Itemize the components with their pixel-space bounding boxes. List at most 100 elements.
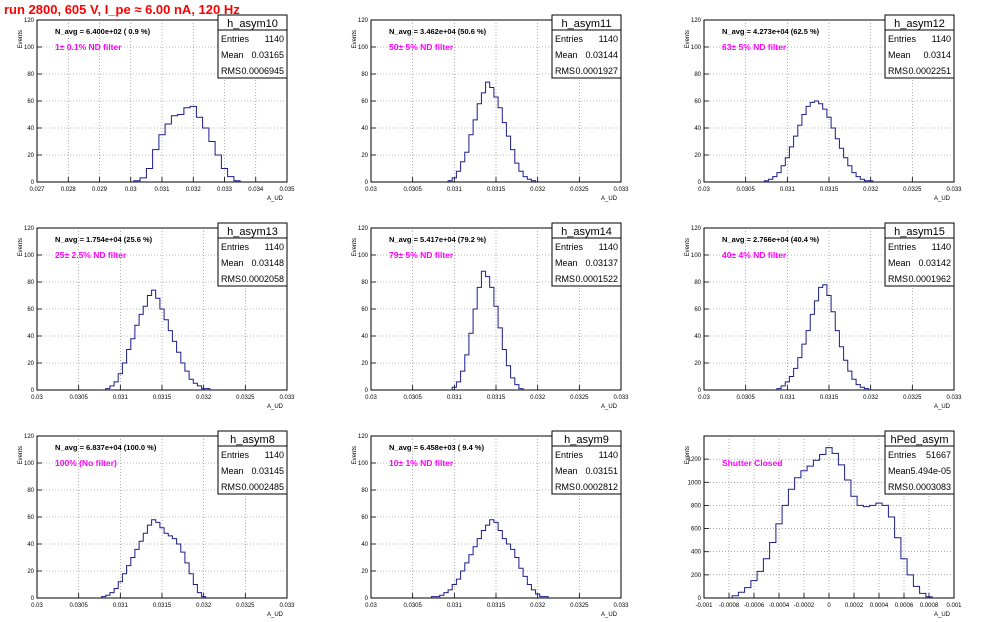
y-tick-label: 800 <box>691 503 702 509</box>
stats-label: Mean <box>888 466 911 476</box>
x-axis-label: A_UD <box>267 196 284 202</box>
y-axis-label: Events <box>352 30 358 48</box>
y-tick-label: 100 <box>24 461 35 467</box>
histogram-name: h_asym15 <box>894 226 945 238</box>
y-tick-label: 20 <box>27 153 34 159</box>
x-axis-label: A_UD <box>934 404 951 410</box>
y-tick-label: 120 <box>24 18 35 24</box>
stats-label: RMS <box>888 66 908 76</box>
filter-label: 100% (No filter) <box>55 458 117 468</box>
stats-value: 1140 <box>599 242 618 252</box>
y-axis-label: Events <box>685 30 691 48</box>
stats-value: 1140 <box>265 242 284 252</box>
page-title: run 2800, 605 V, I_pe ≈ 6.00 nA, 120 Hz <box>4 2 240 17</box>
stats-label: RMS <box>221 482 241 492</box>
y-axis-label: Events <box>352 446 358 464</box>
x-tick-label: 0.029 <box>92 187 108 193</box>
x-tick-label: 0.033 <box>279 603 295 609</box>
navg-label: N_avg = 6.458e+03 ( 9.4 %) <box>389 443 485 452</box>
x-tick-label: 0.028 <box>61 187 77 193</box>
x-tick-label: 0.032 <box>196 603 212 609</box>
x-tick-label: 0.0315 <box>820 395 839 401</box>
x-tick-label: 0.03 <box>365 603 377 609</box>
y-tick-label: 20 <box>27 569 34 575</box>
y-tick-label: 1200 <box>688 457 702 463</box>
stats-label: Mean <box>888 258 911 268</box>
y-tick-label: 20 <box>361 569 368 575</box>
y-tick-label: 120 <box>358 226 369 232</box>
filter-label: 10± 1% ND filter <box>389 458 454 468</box>
stats-value: 0.0006945 <box>241 66 284 76</box>
y-tick-label: 100 <box>691 45 702 51</box>
stats-label: Mean <box>221 258 244 268</box>
histogram-panel: 0.03 0.0305 0.031 0.0315 0.032 0.0325 0.033 0 20… <box>352 430 629 618</box>
y-tick-label: 80 <box>694 280 701 286</box>
x-tick-label: 0.0325 <box>570 603 589 609</box>
x-tick-label: 0.032 <box>186 187 202 193</box>
y-tick-label: 40 <box>27 126 34 132</box>
histogram-panel: 0.03 0.0305 0.031 0.0315 0.032 0.0325 0.033 0 20… <box>352 14 629 202</box>
x-tick-label: 0.0325 <box>236 395 255 401</box>
x-tick-label: 0.03 <box>31 603 43 609</box>
histogram-name: h_asym11 <box>562 18 612 30</box>
histogram-panel: 0.03 0.0305 0.031 0.0315 0.032 0.0325 0.033 0 20… <box>18 222 295 410</box>
stats-label: RMS <box>555 66 575 76</box>
x-tick-label: 0.03 <box>125 187 137 193</box>
stats-value: 1140 <box>599 34 618 44</box>
stats-label: RMS <box>555 274 575 284</box>
navg-label: N_avg = 6.400e+02 ( 0.9 %) <box>55 27 151 36</box>
navg-label: N_avg = 3.462e+04 (50.6 %) <box>389 27 487 36</box>
y-tick-label: 40 <box>361 126 368 132</box>
stats-value: 5.494e-05 <box>910 466 951 476</box>
stats-value: 0.03148 <box>251 258 284 268</box>
stats-value: 0.03145 <box>251 466 284 476</box>
y-axis-label: Events <box>352 238 358 256</box>
x-tick-label: 0.0305 <box>736 187 755 193</box>
stats-label: Entries <box>555 242 584 252</box>
histogram-panel: 0.03 0.0305 0.031 0.0315 0.032 0.0325 0.033 0 20… <box>685 222 962 410</box>
x-tick-label: 0.0006 <box>895 603 914 609</box>
x-axis-label: A_UD <box>601 404 618 410</box>
histogram-series <box>447 81 537 182</box>
stats-label: RMS <box>888 274 908 284</box>
x-tick-label: 0.032 <box>863 395 879 401</box>
x-tick-label: 0.0004 <box>870 603 889 609</box>
y-tick-label: 120 <box>691 18 702 24</box>
x-tick-label: 0.0315 <box>820 187 839 193</box>
stats-label: Entries <box>555 450 584 460</box>
histogram-name: h_asym14 <box>561 226 612 238</box>
stats-label: Mean <box>555 466 578 476</box>
x-tick-label: 0.031 <box>447 187 463 193</box>
stats-value: 0.0002812 <box>575 482 618 492</box>
y-tick-label: 40 <box>361 334 368 340</box>
stats-value: 1140 <box>932 34 951 44</box>
y-axis-label: Events <box>685 446 691 464</box>
y-tick-label: 20 <box>694 361 701 367</box>
y-tick-label: 80 <box>27 488 34 494</box>
y-tick-label: 100 <box>358 461 369 467</box>
stats-box <box>551 29 622 79</box>
stats-value: 1140 <box>599 450 618 460</box>
stats-value: 0.0001522 <box>575 274 618 284</box>
x-tick-label: 0.031 <box>113 603 129 609</box>
x-tick-label: 0.035 <box>279 187 295 193</box>
y-tick-label: 100 <box>24 45 35 51</box>
histogram-panel: -0.001 -0.0008 -0.0006 -0.0004 -0.0002 0 0.000… <box>685 430 962 618</box>
x-tick-label: 0.027 <box>29 187 45 193</box>
y-tick-label: 40 <box>694 126 701 132</box>
x-tick-label: 0.03 <box>698 187 710 193</box>
y-tick-label: 60 <box>694 307 701 313</box>
stats-box <box>551 445 622 495</box>
x-tick-label: 0.001 <box>946 603 962 609</box>
filter-label: 50± 5% ND filter <box>389 42 454 52</box>
stats-label: Entries <box>555 34 584 44</box>
histogram-series <box>451 270 524 390</box>
stats-value: 1140 <box>265 450 284 460</box>
y-tick-label: 40 <box>361 542 368 548</box>
y-tick-label: 80 <box>361 72 368 78</box>
y-tick-label: 0 <box>365 596 369 602</box>
stats-label: RMS <box>888 482 908 492</box>
y-tick-label: 120 <box>691 226 702 232</box>
y-tick-label: 60 <box>361 515 368 521</box>
stats-value: 0.0002485 <box>241 482 284 492</box>
